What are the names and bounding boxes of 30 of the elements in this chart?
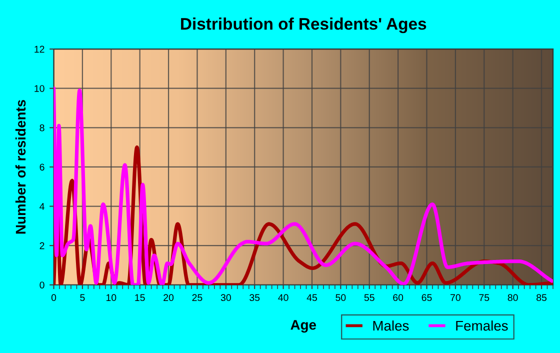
- x-tick-label: 5: [80, 294, 85, 302]
- y-axis-title: Number of residents: [15, 100, 26, 234]
- y-tick-label: 6: [40, 164, 44, 171]
- x-tick-label: 10: [106, 294, 116, 302]
- x-tick-label: 20: [164, 294, 174, 302]
- y-tick-label: 12: [34, 46, 44, 53]
- x-tick-label: 25: [192, 294, 202, 302]
- y-tick-label: 8: [40, 124, 44, 132]
- legend-label: Males: [373, 320, 409, 331]
- x-tick-label: 65: [422, 294, 432, 302]
- chart-title: Distribution of Residents' Ages: [181, 18, 426, 34]
- y-tick-label: 0: [40, 282, 44, 288]
- x-tick-label: 50: [336, 294, 346, 302]
- x-tick-label: 80: [508, 294, 518, 302]
- y-tick-label: 2: [40, 242, 44, 250]
- x-tick-label: 55: [364, 294, 374, 302]
- x-tick-label: 75: [479, 294, 490, 302]
- x-tick-label: 85: [536, 294, 547, 302]
- x-axis-title: Age: [290, 320, 316, 333]
- x-tick-label: 45: [306, 294, 317, 302]
- y-tick-label: 10: [34, 85, 44, 92]
- x-tick-label: 30: [220, 294, 231, 302]
- x-tick-label: 60: [393, 294, 404, 302]
- x-tick-label: 0: [51, 294, 56, 302]
- legend-label: Females: [456, 320, 508, 331]
- x-tick-label: 15: [135, 294, 145, 302]
- x-tick-label: 40: [278, 294, 288, 302]
- y-tick-label: 4: [40, 203, 44, 210]
- x-tick-label: 35: [250, 294, 260, 302]
- x-tick-label: 70: [450, 294, 460, 302]
